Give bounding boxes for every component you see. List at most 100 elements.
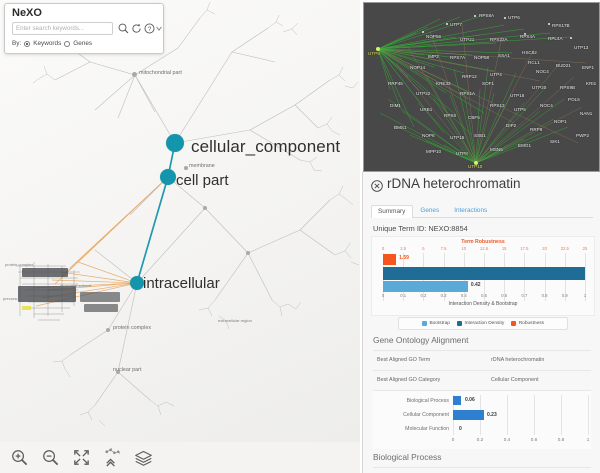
- axis-tick: 17.5: [520, 246, 529, 251]
- axis-tick: 0.7: [521, 293, 528, 298]
- legend-item-bootstrap[interactable]: Bootstrap: [421, 321, 450, 326]
- go-key: Best Aligned GO Term: [377, 357, 431, 363]
- axis-tick: 20: [542, 246, 547, 251]
- axis-tick: 2.5: [400, 246, 407, 251]
- legend-label-bootstrap: Bootstrap: [429, 321, 450, 326]
- axis-tick: 0.1: [400, 293, 407, 298]
- gc-label-cellular-component: Cellular Component: [403, 412, 449, 418]
- go-value: rDNA heterochromatin: [491, 357, 545, 363]
- radio-genes-label: Genes: [73, 40, 93, 47]
- go-row-best-aligned-term: Best Aligned GO Term rDNA heterochromati…: [373, 350, 591, 371]
- refresh-icon[interactable]: [130, 22, 143, 35]
- collapse-network-icon[interactable]: [103, 448, 122, 467]
- bar-value-robustness: 1.59: [399, 255, 409, 261]
- tab-summary[interactable]: Summary: [371, 204, 414, 218]
- ontology-node-mitochondrial-part[interactable]: [132, 72, 137, 77]
- ontology-node-cell-part[interactable]: [160, 169, 176, 185]
- ontology-node-cellular-component[interactable]: [166, 134, 184, 152]
- legend-item-interaction-density[interactable]: Interaction Density: [456, 321, 505, 326]
- search-icon[interactable]: [117, 22, 130, 35]
- axis-tick: 0.8: [541, 293, 548, 298]
- view-toolbar: [0, 442, 360, 473]
- go-alignment-title: Gene Ontology Alignment: [373, 335, 469, 345]
- unique-term-id: Unique Term ID: NEXO:8854: [373, 224, 468, 233]
- panel-tabs: Summary Genes Interactions: [371, 202, 593, 218]
- robustness-plot-area: 1.59 0.42: [383, 237, 586, 315]
- search-by-label: By:: [12, 40, 22, 47]
- biological-process-section-title: Biological Process: [373, 452, 442, 462]
- ontology-node-generic[interactable]: [203, 206, 207, 210]
- svg-text:?: ?: [148, 26, 152, 33]
- chart-legend: Bootstrap Interaction Density Robustness: [398, 317, 568, 330]
- legend-swatch-robustness: [511, 321, 517, 326]
- tab-interactions[interactable]: Interactions: [454, 206, 488, 214]
- go-row-best-aligned-category: Best Aligned GO Category Cellular Compon…: [373, 370, 591, 391]
- tab-genes[interactable]: Genes: [420, 206, 440, 214]
- gene-node[interactable]: [422, 31, 425, 34]
- robustness-bottom-axis: 0 0.1 0.2 0.3 0.4 0.5 0.6 0.7 0.8 0.9 1: [382, 293, 587, 300]
- gc-value-cellular-component: 0.23: [487, 412, 497, 418]
- gc-label-biological-process: Biological Process: [406, 398, 449, 404]
- gc-axis-tick: 0.4: [503, 437, 511, 442]
- term-details-panel: rDNA heterochromatin Summary Genes Inter…: [362, 172, 600, 473]
- search-input[interactable]: [12, 22, 113, 35]
- gc-value-molecular-function: 0: [459, 426, 462, 432]
- axis-tick: 0.3: [440, 293, 447, 298]
- gene-hub-utp10[interactable]: [474, 161, 478, 165]
- gene-interaction-network[interactable]: UTP9 UTP10 RPS8A UTP6 UTP7 RPS17B NOP56 …: [363, 2, 600, 172]
- legend-swatch-bootstrap: [421, 321, 427, 326]
- bar-interaction-density[interactable]: [383, 267, 585, 280]
- robustness-top-axis: 0 2.5 5 7.5 10 12.5 15 17.5 20 22.5 25: [382, 246, 588, 253]
- gc-bar-cellular-component[interactable]: [453, 410, 484, 420]
- axis-tick: 1: [583, 293, 587, 298]
- ontology-node-membrane[interactable]: [184, 166, 188, 170]
- gene-network-edges: [377, 14, 587, 164]
- layers-icon[interactable]: [134, 448, 153, 467]
- chevron-down-icon[interactable]: [155, 23, 163, 34]
- axis-tick: 25: [582, 246, 588, 251]
- gc-value-biological-process: 0.06: [465, 397, 475, 403]
- close-icon[interactable]: [371, 180, 383, 192]
- legend-label-interaction-density: Interaction Density: [464, 321, 505, 326]
- legend-label-robustness: Robustness: [518, 321, 545, 326]
- radio-keywords-label: Keywords: [33, 40, 62, 47]
- axis-tick: 0.9: [561, 293, 568, 298]
- bar-value-bootstrap: 0.42: [470, 282, 481, 288]
- go-alignment-chart: Biological Process Cellular Component Mo…: [373, 390, 591, 449]
- gene-hub-utp9[interactable]: [376, 47, 380, 51]
- search-by-row: By: Keywords Genes: [12, 40, 92, 47]
- bar-robustness[interactable]: [383, 254, 396, 265]
- bar-bootstrap[interactable]: [383, 281, 468, 292]
- ontology-tree-canvas[interactable]: cellular_component cell part intracellul…: [0, 0, 360, 473]
- ontology-node-protein-complex[interactable]: [106, 328, 110, 332]
- gene-node[interactable]: [474, 15, 477, 18]
- ontology-node-generic[interactable]: [246, 251, 250, 255]
- section-divider: [373, 467, 591, 468]
- legend-item-robustness[interactable]: Robustness: [511, 321, 544, 326]
- gc-axis-tick: 0.8: [557, 437, 565, 442]
- panel-header: rDNA heterochromatin: [363, 172, 600, 200]
- ontology-node-nuclear-part[interactable]: [116, 370, 120, 374]
- fit-screen-icon[interactable]: [72, 448, 91, 467]
- ontology-node-intracellular[interactable]: [130, 276, 144, 290]
- gc-axis-tick: 0.6: [530, 437, 538, 442]
- radio-genes[interactable]: [64, 40, 71, 47]
- gc-bar-biological-process[interactable]: [453, 396, 462, 405]
- gene-node[interactable]: [570, 37, 573, 40]
- gene-node[interactable]: [504, 17, 507, 20]
- gene-node[interactable]: [446, 23, 449, 26]
- axis-tick: 0.6: [501, 293, 508, 298]
- chart-title-term-robustness: Term Robustness: [461, 239, 505, 245]
- gene-node[interactable]: [548, 23, 551, 26]
- axis-tick: 22.5: [560, 246, 569, 251]
- zoom-out-icon[interactable]: [41, 448, 60, 467]
- axis-tick: 0.5: [481, 293, 487, 298]
- search-panel[interactable]: NeXO ? By: Keywords Gen: [4, 3, 164, 54]
- gc-axis-tick: 0.2: [476, 437, 484, 442]
- radio-keywords[interactable]: [24, 40, 31, 47]
- help-icon[interactable]: ?: [143, 22, 156, 35]
- axis-label-interaction-density-bootstrap: Interaction Density & Bootstrap: [448, 301, 518, 307]
- gene-node[interactable]: [524, 33, 527, 36]
- zoom-in-icon[interactable]: [10, 448, 29, 467]
